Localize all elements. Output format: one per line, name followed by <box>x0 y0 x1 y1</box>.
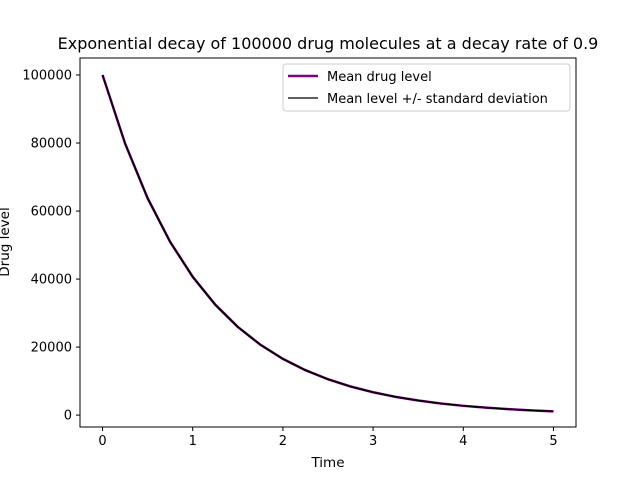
y-axis-label: Drug level <box>0 207 13 276</box>
x-tick-label: 4 <box>459 434 467 449</box>
axes-frame <box>79 57 577 428</box>
series-line-std-lower <box>101 74 554 412</box>
y-ticks-group: 0 20000 40000 60000 80000 100000 <box>22 69 80 424</box>
y-tick-label: 80000 <box>31 137 72 152</box>
y-tick-label: 100000 <box>22 69 72 84</box>
x-tick-label: 3 <box>369 434 377 449</box>
y-tick-label: 40000 <box>31 273 72 288</box>
x-tick-label: 1 <box>189 434 197 449</box>
legend: Mean drug level Mean level +/- standard … <box>282 63 571 112</box>
x-tick-label: 5 <box>549 434 557 449</box>
y-tick-label: 60000 <box>31 205 72 220</box>
chart-title: Exponential decay of 100000 drug molecul… <box>58 34 599 53</box>
legend-label-std: Mean level +/- standard deviation <box>327 92 548 107</box>
x-axis-label: Time <box>310 455 344 471</box>
y-tick-label: 20000 <box>31 341 72 356</box>
legend-label-mean: Mean drug level <box>327 70 432 85</box>
y-tick-label: 0 <box>64 409 72 424</box>
legend-box <box>282 63 571 112</box>
x-tick-label: 0 <box>98 434 106 449</box>
plot-lines-group <box>101 74 554 413</box>
x-tick-label: 2 <box>279 434 287 449</box>
x-ticks-group: 0 1 2 3 4 5 <box>98 427 558 449</box>
